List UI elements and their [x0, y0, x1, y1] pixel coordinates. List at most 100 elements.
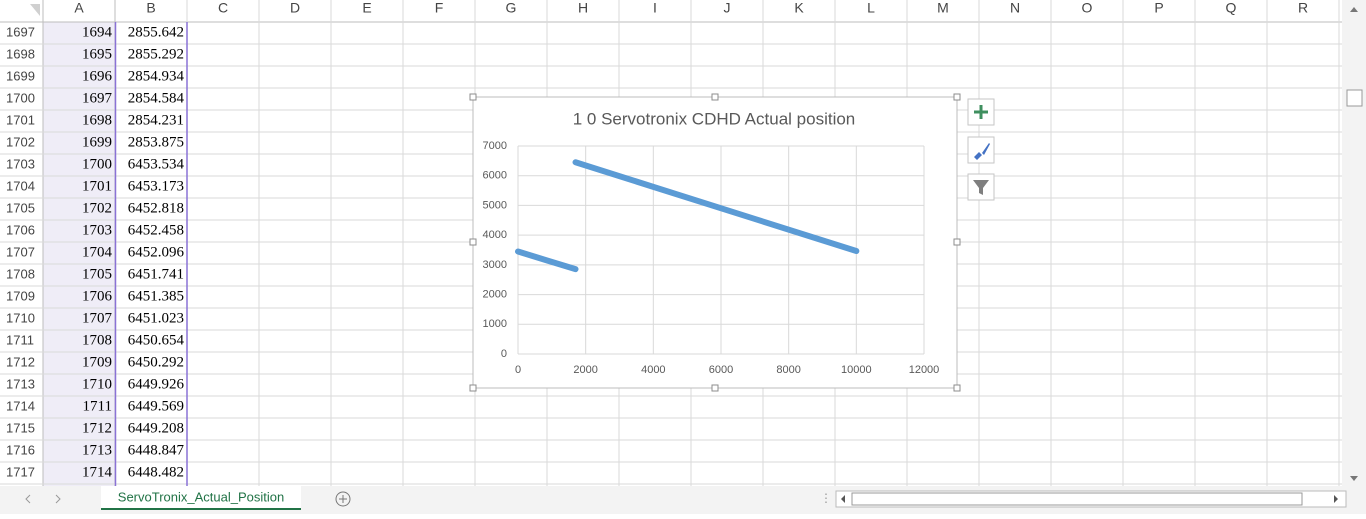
tab-navigation[interactable] — [25, 494, 61, 504]
y-tick-label: 1000 — [483, 318, 507, 330]
column-header: L — [867, 0, 875, 16]
column-header: C — [218, 0, 228, 16]
cell: 6449.569 — [128, 398, 184, 414]
column-header: P — [1154, 0, 1163, 16]
row-number: 1707 — [6, 244, 35, 259]
chart-buttons — [967, 98, 995, 201]
plus-icon — [339, 495, 347, 503]
cell: 2854.231 — [128, 112, 184, 128]
y-tick-label: 5000 — [483, 199, 507, 211]
cell: 1706 — [82, 288, 113, 304]
cell: 1713 — [82, 442, 112, 458]
cell: 1697 — [82, 90, 113, 106]
row-number: 1701 — [6, 112, 35, 127]
scroll-thumb[interactable] — [1346, 89, 1363, 107]
chart-title: 1 0 Servotronix CDHD Actual position — [573, 109, 856, 128]
scroll-up[interactable] — [1350, 7, 1358, 12]
row-number: 1705 — [6, 200, 35, 215]
cell: 1707 — [82, 310, 113, 326]
column-header: I — [653, 0, 657, 16]
cell: 2854.584 — [128, 90, 185, 106]
cell: 1699 — [82, 134, 112, 150]
cell: 2854.934 — [128, 68, 185, 84]
cell: 1711 — [83, 398, 112, 414]
column-header: G — [506, 0, 517, 16]
chart-area[interactable] — [472, 96, 958, 389]
vertical-scrollbar[interactable] — [1342, 0, 1366, 486]
cell: 1695 — [82, 46, 112, 62]
cell: 6450.292 — [128, 354, 184, 370]
select-all[interactable] — [30, 4, 40, 16]
cell: 6452.818 — [128, 200, 184, 216]
cell: 1710 — [82, 376, 112, 392]
row-number: 1708 — [6, 266, 35, 281]
cell: 1698 — [82, 112, 112, 128]
column-header: H — [578, 0, 588, 16]
row-number: 1697 — [6, 24, 35, 39]
x-tick-label: 2000 — [573, 364, 597, 376]
splitter: ⋮ — [820, 491, 832, 505]
filter-icon — [973, 180, 989, 195]
row-number: 1713 — [6, 376, 35, 391]
cell: 1694 — [82, 24, 113, 40]
plus-icon — [974, 105, 988, 119]
row-number: 1712 — [6, 354, 35, 369]
y-tick-label: 2000 — [483, 288, 507, 300]
cell: 6450.654 — [128, 332, 185, 348]
x-tick-label: 10000 — [841, 364, 872, 376]
cell: 6453.534 — [128, 156, 185, 172]
resize-handles — [469, 93, 961, 392]
cell: 1712 — [82, 420, 112, 436]
row-number: 1704 — [6, 178, 35, 193]
column-header: M — [937, 0, 949, 16]
column-header: B — [146, 0, 155, 16]
cell: 1708 — [82, 332, 112, 348]
row-number: 1698 — [6, 46, 35, 61]
sheet-tab-label[interactable]: ServoTronix_Actual_Position — [118, 489, 284, 504]
row-number: 1710 — [6, 310, 35, 325]
y-tick-label: 6000 — [483, 170, 507, 182]
column-header: A — [74, 0, 84, 16]
row-number: 1715 — [6, 420, 35, 435]
data-line — [515, 159, 860, 273]
cell: 1704 — [82, 244, 113, 260]
cell: 6448.482 — [128, 464, 184, 480]
scroll-down[interactable] — [1350, 476, 1358, 481]
column-header: D — [290, 0, 300, 16]
column-header: J — [724, 0, 731, 16]
x-tick-label: 0 — [515, 364, 521, 376]
row-number: 1702 — [6, 134, 35, 149]
y-tick-label: 7000 — [483, 140, 507, 152]
cell: 6449.208 — [128, 420, 184, 436]
cell: 2853.875 — [128, 134, 184, 150]
new-sheet-button[interactable] — [335, 491, 351, 507]
chart-styles-button[interactable] — [967, 136, 995, 164]
cell: 6451.023 — [128, 310, 184, 326]
row-number: 1706 — [6, 222, 35, 237]
scroll-thumb[interactable] — [851, 492, 1303, 506]
column-header: E — [362, 0, 371, 16]
column-a-highlight — [43, 22, 115, 486]
row-number: 1714 — [6, 398, 35, 413]
cell: 6452.096 — [128, 244, 185, 260]
cell: 1703 — [82, 222, 112, 238]
brush-icon — [974, 143, 990, 160]
x-tick-label: 4000 — [641, 364, 665, 376]
row-number: 1699 — [6, 68, 35, 83]
cell: 1702 — [82, 200, 112, 216]
row-number: 1716 — [6, 442, 35, 457]
sheet-tab[interactable] — [101, 486, 301, 510]
row-number: 1717 — [6, 464, 35, 479]
cell: 6453.173 — [128, 178, 184, 194]
x-tick-label: 12000 — [909, 364, 940, 376]
row-number: 1711 — [6, 332, 34, 347]
cell: 6452.458 — [128, 222, 184, 238]
column-header-bar — [0, 0, 1342, 22]
cell: 1701 — [82, 178, 112, 194]
column-header: R — [1298, 0, 1308, 16]
column-header: K — [794, 0, 804, 16]
row-number: 1703 — [6, 156, 35, 171]
y-tick-label: 4000 — [483, 229, 507, 241]
x-tick-label: 8000 — [776, 364, 800, 376]
cell: 1700 — [82, 156, 112, 172]
